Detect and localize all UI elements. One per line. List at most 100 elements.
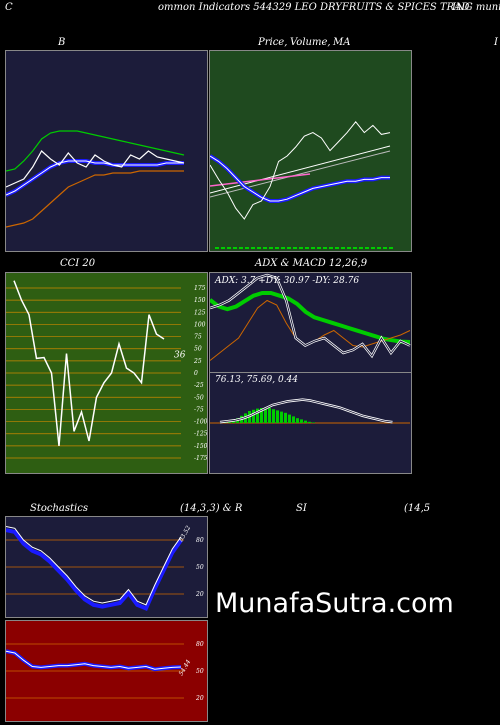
rsi-tick-label: 20 — [195, 695, 204, 702]
price-title-b: Volume, — [290, 37, 331, 48]
volume-bar — [365, 247, 369, 249]
volume-bar — [269, 247, 273, 249]
macd-histogram-bar — [276, 410, 279, 423]
macd-histogram-bar — [284, 412, 287, 423]
stoch-current-label: 83.52 — [178, 524, 193, 543]
volume-bar — [257, 247, 261, 249]
volume-bar — [233, 247, 237, 249]
macd-histogram-bar — [288, 414, 291, 423]
cci-panel: 175 150 125 100 75 50 25 0 -25 -50 -75 -100 -125 -150… — [5, 272, 208, 474]
volume-bar — [227, 247, 231, 249]
macd-histogram-bar — [268, 408, 271, 423]
cci-tick-label: -150 — [194, 443, 207, 450]
price-title-c: MA — [333, 37, 351, 48]
stoch-chart: 80 50 20 83.52 — [6, 524, 204, 611]
cci-tick-label: -75 — [194, 406, 204, 413]
cci-tick-label: 75 — [194, 334, 202, 341]
cci-tick-label: 175 — [194, 285, 206, 292]
cci-tick-label: -125 — [194, 431, 207, 438]
bb-title: B — [58, 37, 66, 48]
volume-bar — [239, 247, 243, 249]
cci-tick-label: -100 — [194, 419, 207, 426]
adx-panel: ADX: 3.7 +DY: 30.97 -DY: 28.76 — [209, 272, 412, 374]
macd-readout: 76.13, 75.69, 0.44 — [215, 375, 299, 385]
volume-bar — [341, 247, 345, 249]
macd-histogram-bar — [272, 409, 275, 423]
adx-minus-di-line — [210, 299, 411, 361]
cci-line — [13, 280, 165, 446]
stoch-d-line — [6, 528, 183, 611]
volume-bar — [383, 247, 387, 249]
cci-tick-label: -25 — [194, 382, 204, 389]
volume-bar — [329, 247, 333, 249]
macd-histogram-bar — [256, 408, 259, 423]
macd-histogram-bar — [264, 407, 267, 423]
cci-tick-label: 100 — [194, 321, 206, 328]
volume-bar — [305, 247, 309, 249]
volume-bar — [335, 247, 339, 249]
adx-title: ADX & MACD 12,26,9 — [255, 258, 368, 269]
price-ma-blue-core — [210, 155, 390, 202]
bb-middle-core — [6, 160, 184, 196]
macd-chart — [210, 398, 410, 424]
macd-line-core — [219, 399, 393, 423]
macd-histogram-bar — [292, 416, 295, 423]
cci-current-label: 36 — [174, 351, 186, 361]
header-left-letter: C — [5, 2, 13, 13]
volume-bar — [293, 247, 297, 249]
macd-histogram-bar — [280, 411, 283, 423]
volume-bar — [323, 247, 327, 249]
right-edge-letter: I — [494, 37, 498, 48]
volume-bar — [317, 247, 321, 249]
price-ma-pink-line — [210, 173, 311, 187]
cci-title: CCI 20 — [60, 258, 96, 269]
adx-readout: ADX: 3.7 +DY: 30.97 -DY: 28.76 — [215, 276, 360, 286]
cci-tick-label: 150 — [194, 297, 206, 304]
volume-bar — [389, 247, 393, 249]
volume-bar — [377, 247, 381, 249]
bb-price-line — [6, 150, 185, 188]
cci-tick-label: -175 — [194, 455, 207, 462]
volume-bar — [281, 247, 285, 249]
stoch-title-rsi: SI — [296, 503, 307, 514]
cci-tick-label: -50 — [194, 394, 204, 401]
cci-chart: 175 150 125 100 75 50 25 0 -25 -50 -75 -100 -125 -150… — [6, 280, 207, 462]
macd-histogram-bar — [308, 421, 311, 423]
rsi-current-label: 54.44 — [178, 658, 193, 677]
bb-lower-line — [6, 170, 184, 228]
header-title: ommon Indicators 544329 LEO DRYFRUITS & … — [158, 2, 470, 13]
macd-histogram-bar — [304, 420, 307, 423]
price-title-a: Price, — [258, 37, 288, 48]
price-ma-long-line — [210, 145, 391, 194]
stoch-title-right: (14,5 — [404, 503, 431, 514]
rsi-tick-label: 80 — [196, 641, 204, 648]
price-panel — [209, 50, 412, 252]
macd-histogram-bar — [312, 422, 315, 423]
macd-histogram-bar — [260, 408, 263, 423]
stoch-tick-label: 80 — [196, 537, 204, 544]
cci-tick-label: 0 — [194, 370, 198, 377]
stoch-tick-label: 50 — [196, 564, 204, 571]
cci-tick-label: 50 — [194, 346, 202, 353]
rsi-line — [6, 650, 182, 670]
volume-bar — [263, 247, 267, 249]
stoch-title-left: Stochastics — [30, 503, 88, 514]
stoch-title-mid: (14,3,3) & R — [180, 503, 243, 514]
bb-chart — [6, 130, 185, 228]
price-chart — [210, 120, 393, 249]
macd-histogram-bar — [296, 418, 299, 423]
rsi-panel: 80 50 20 54.44 — [5, 620, 208, 722]
price-line — [210, 120, 391, 220]
volume-bar — [287, 247, 291, 249]
macd-histogram-bar — [252, 409, 255, 423]
volume-bar — [299, 247, 303, 249]
stoch-tick-label: 20 — [195, 591, 204, 598]
volume-bar — [251, 247, 255, 249]
volume-bar — [359, 247, 363, 249]
price-ma-long2-line — [210, 150, 391, 198]
volume-bar — [221, 247, 225, 249]
bb-upper-line — [6, 130, 185, 172]
volume-bar — [347, 247, 351, 249]
cci-tick-label: 125 — [194, 309, 206, 316]
volume-bar — [245, 247, 249, 249]
